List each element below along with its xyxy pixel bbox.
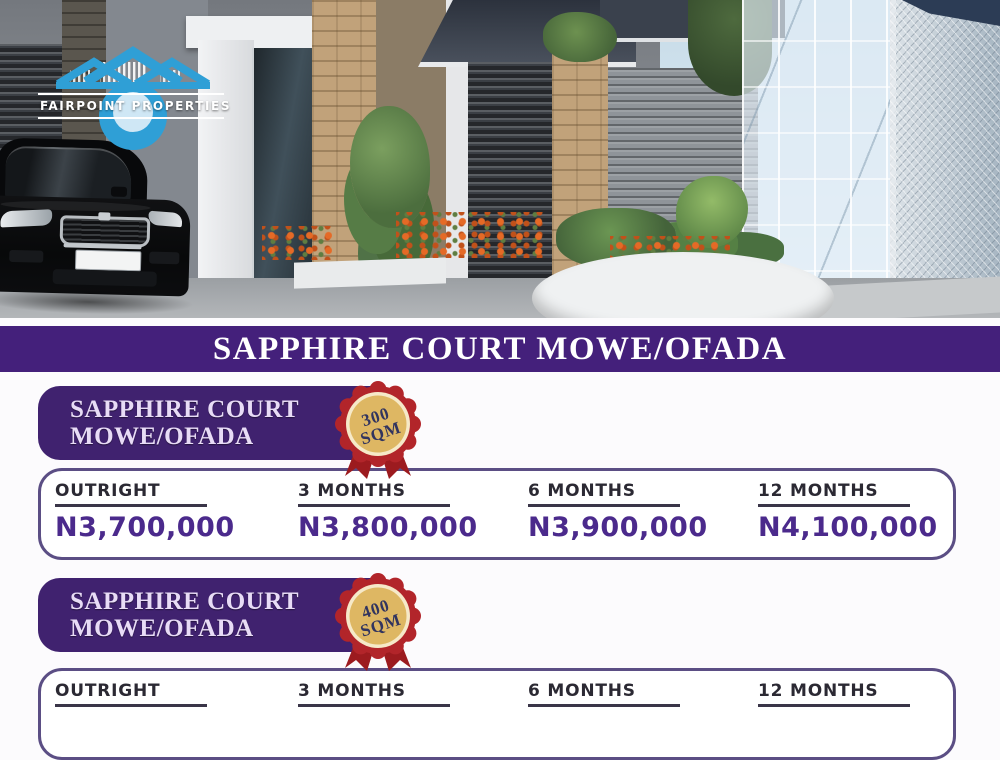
price-label: 12 MONTHS <box>758 681 879 701</box>
plan-title-line1: SAPPHIRE COURT <box>70 588 300 615</box>
underline <box>528 704 680 707</box>
price-label: 6 MONTHS <box>528 681 636 701</box>
plan-title-line1: SAPPHIRE COURT <box>70 396 300 423</box>
price-cell: 6 MONTHS <box>528 681 758 757</box>
price-value: N3,900,000 <box>528 512 708 543</box>
price-cell: 3 MONTHS N3,800,000 <box>298 481 528 557</box>
plan-title: SAPPHIRE COURT MOWE/OFADA <box>38 386 400 450</box>
underline <box>55 704 207 707</box>
car-headlight-left <box>0 209 53 228</box>
underline <box>758 504 910 507</box>
white-ledge <box>294 257 446 289</box>
price-value: N4,100,000 <box>758 512 938 543</box>
sqm-badge-300: 300 SQM <box>335 381 421 479</box>
logo-roof-left-icon <box>55 57 133 88</box>
car-shadow <box>0 287 195 317</box>
logo-graphic-icon <box>55 46 211 150</box>
price-label: OUTRIGHT <box>55 681 161 701</box>
price-label: OUTRIGHT <box>55 481 161 501</box>
price-cell: OUTRIGHT <box>55 681 298 757</box>
plan-title-line2: MOWE/OFADA <box>70 615 254 642</box>
highrise-tower <box>890 0 1000 318</box>
car-air-intake <box>52 269 157 287</box>
car-foglight-right <box>149 251 180 265</box>
black-car-illustration <box>0 137 196 318</box>
sqm-badge-400: 400 SQM <box>335 573 421 671</box>
car-emblem <box>98 212 111 221</box>
garden-tree <box>350 106 430 228</box>
underline <box>298 704 450 707</box>
price-cell: OUTRIGHT N3,700,000 <box>55 481 298 557</box>
plan-title: SAPPHIRE COURT MOWE/OFADA <box>38 578 400 642</box>
price-table-300sqm: OUTRIGHT N3,700,000 3 MONTHS N3,800,000 … <box>38 468 956 560</box>
logo-wordmark: FAIRPOINT PROPERTIES <box>38 93 230 119</box>
underline <box>55 504 207 507</box>
logo-roof-center-icon <box>83 46 183 87</box>
price-label: 3 MONTHS <box>298 681 406 701</box>
underline <box>298 504 450 507</box>
car-mirror <box>110 186 128 197</box>
pillar-plant <box>543 12 617 62</box>
orange-flowers <box>396 212 548 258</box>
logo-inner-circle-icon <box>113 92 153 132</box>
plan-title-line2: MOWE/OFADA <box>70 423 254 450</box>
price-label: 6 MONTHS <box>528 481 636 501</box>
price-cell: 6 MONTHS N3,900,000 <box>528 481 758 557</box>
hero-photo: FAIRPOINT PROPERTIES <box>0 0 1000 318</box>
underline <box>758 704 910 707</box>
logo-roof-right-icon <box>133 57 211 88</box>
car-license-plate <box>74 249 142 272</box>
price-label: 12 MONTHS <box>758 481 879 501</box>
curved-planter <box>532 252 834 318</box>
plan-card-400sqm: SAPPHIRE COURT MOWE/OFADA 400 SQM <box>38 573 421 671</box>
plan-card-300sqm: SAPPHIRE COURT MOWE/OFADA 300 SQM <box>38 381 421 479</box>
price-label: 3 MONTHS <box>298 481 406 501</box>
title-banner: SAPPHIRE COURT MOWE/OFADA <box>0 326 1000 372</box>
price-value: N3,700,000 <box>55 512 235 543</box>
price-cell: 12 MONTHS N4,100,000 <box>758 481 953 557</box>
underline <box>528 504 680 507</box>
fairpoint-logo: FAIRPOINT PROPERTIES <box>38 40 230 150</box>
price-table-400sqm: OUTRIGHT 3 MONTHS 6 MONTHS 12 MONTHS <box>38 668 956 760</box>
price-cell: 12 MONTHS <box>758 681 953 757</box>
price-cell: 3 MONTHS <box>298 681 528 757</box>
price-value: N3,800,000 <box>298 512 478 543</box>
car-foglight-left <box>9 249 44 263</box>
orange-flowers <box>262 226 332 260</box>
